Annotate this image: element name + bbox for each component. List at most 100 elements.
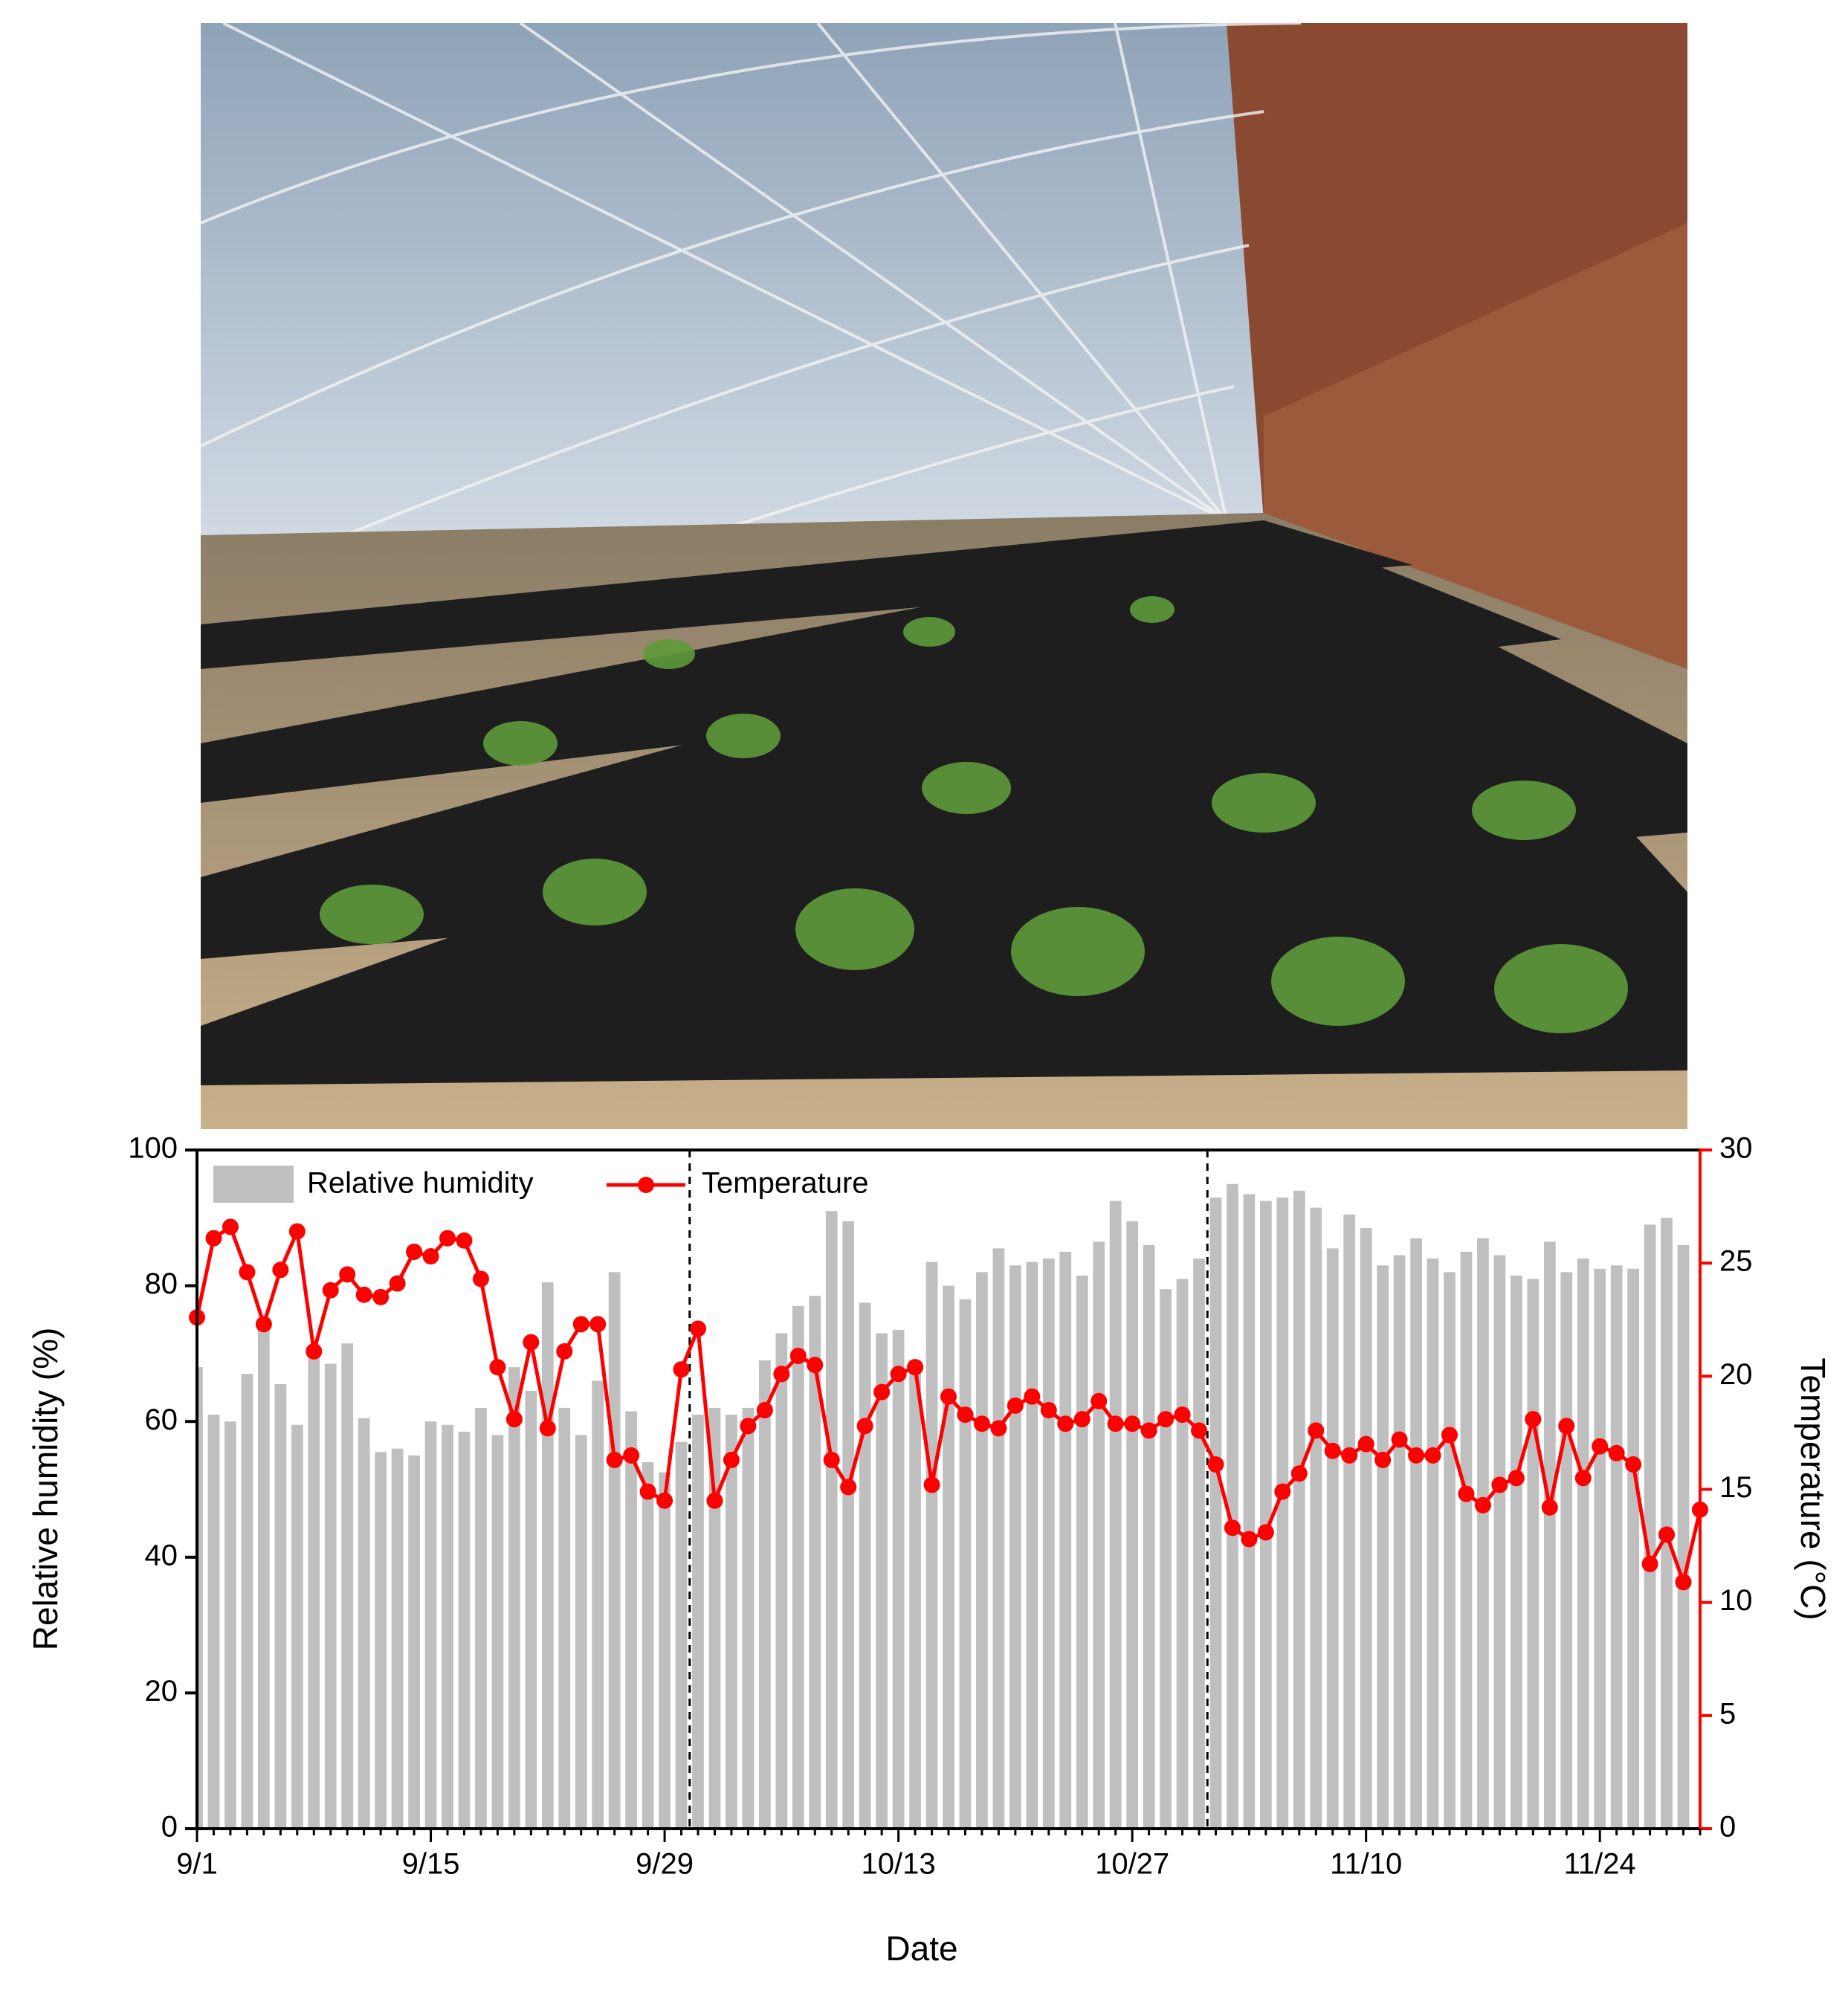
bar [675, 1441, 688, 1829]
y2-tick-label: 25 [1719, 1245, 1753, 1278]
temperature-point [856, 1418, 873, 1435]
bar [1326, 1248, 1339, 1829]
bar [1610, 1265, 1623, 1829]
temperature-point [1558, 1418, 1575, 1435]
temperature-point [505, 1411, 523, 1428]
bar [1160, 1289, 1172, 1829]
temperature-point [1458, 1485, 1475, 1502]
y2-tick-label: 0 [1719, 1811, 1736, 1844]
temperature-point [1625, 1456, 1642, 1473]
temperature-point [706, 1492, 723, 1509]
bar [775, 1333, 788, 1829]
bar [625, 1411, 637, 1829]
temperature-point [239, 1264, 256, 1281]
bar [1227, 1183, 1238, 1829]
bar [442, 1424, 453, 1829]
y2-tick-label: 20 [1719, 1358, 1753, 1391]
temperature-point [1057, 1415, 1074, 1432]
temperature-point [1091, 1392, 1108, 1409]
bar [508, 1367, 520, 1829]
temperature-point [907, 1359, 924, 1376]
temperature-point [1408, 1447, 1425, 1464]
bar [1126, 1221, 1138, 1829]
temperature-point [1207, 1456, 1224, 1473]
temperature-point [1007, 1397, 1024, 1414]
bar [1543, 1241, 1556, 1829]
bar [324, 1363, 337, 1829]
temperature-point [656, 1492, 673, 1509]
bar [575, 1435, 587, 1829]
temperature-point [1140, 1422, 1157, 1439]
temperature-point [1073, 1411, 1091, 1428]
bar [1193, 1259, 1205, 1829]
bar [1260, 1201, 1272, 1829]
bar [1444, 1272, 1456, 1829]
temperature-point [339, 1266, 356, 1283]
bar [525, 1391, 537, 1829]
temperature-point [1174, 1406, 1191, 1424]
y-tick-label: 100 [128, 1132, 178, 1165]
temperature-point [807, 1357, 824, 1374]
bar [391, 1448, 404, 1829]
greenhouse-photo [200, 22, 1687, 1129]
bar [1661, 1218, 1673, 1829]
legend-label: Relative humidity [307, 1167, 534, 1200]
bar [792, 1305, 804, 1829]
x-tick-label: 11/24 [1564, 1848, 1636, 1881]
bar [1243, 1194, 1256, 1829]
bar [726, 1415, 737, 1829]
bar [1109, 1201, 1122, 1829]
temperature-point [1474, 1496, 1491, 1514]
temperature-point [222, 1218, 239, 1235]
temperature-point [272, 1261, 289, 1279]
bar [224, 1421, 236, 1829]
bar [1343, 1214, 1356, 1829]
temperature-point [1191, 1422, 1207, 1439]
temperature-point [639, 1483, 656, 1500]
temperature-point [456, 1232, 473, 1249]
y-tick-label: 0 [161, 1811, 178, 1844]
bar [976, 1272, 988, 1829]
x-tick-label: 9/15 [402, 1848, 460, 1881]
legend-swatch [638, 1177, 654, 1193]
temperature-point [1308, 1422, 1325, 1439]
bar [1293, 1190, 1305, 1829]
bar [1042, 1259, 1055, 1829]
temperature-point [773, 1366, 790, 1383]
bar [375, 1452, 387, 1829]
temperature-point [957, 1406, 974, 1424]
bar [692, 1415, 704, 1829]
temperature-point [355, 1286, 372, 1303]
temperature-point [1224, 1519, 1241, 1537]
y-tick-label: 20 [145, 1675, 178, 1708]
temperature-point [439, 1230, 456, 1247]
bar [308, 1346, 320, 1829]
temperature-point [322, 1282, 339, 1299]
temperature-point [1525, 1411, 1542, 1428]
bar [1393, 1255, 1406, 1829]
bar [1143, 1244, 1155, 1829]
temperature-point [789, 1347, 807, 1364]
temperature-point [1157, 1411, 1175, 1428]
y-tick-label: 60 [145, 1403, 178, 1436]
temperature-point [923, 1476, 940, 1493]
bar [1026, 1261, 1038, 1829]
bar [274, 1383, 287, 1829]
bar [1276, 1197, 1289, 1829]
bar [1427, 1259, 1439, 1829]
temperature-point [673, 1361, 690, 1378]
legend-swatch [213, 1166, 294, 1203]
bar [1176, 1279, 1189, 1829]
temperature-point [623, 1447, 640, 1464]
bar [842, 1221, 855, 1829]
temperature-point [539, 1420, 556, 1437]
temperature-point [890, 1366, 907, 1383]
temperature-point [1592, 1438, 1609, 1455]
bar [608, 1272, 621, 1829]
bar [491, 1435, 504, 1829]
x-tick-label: 9/29 [636, 1848, 694, 1881]
bar [959, 1299, 972, 1829]
temperature-point [372, 1288, 390, 1305]
temperature-point [1641, 1555, 1658, 1572]
